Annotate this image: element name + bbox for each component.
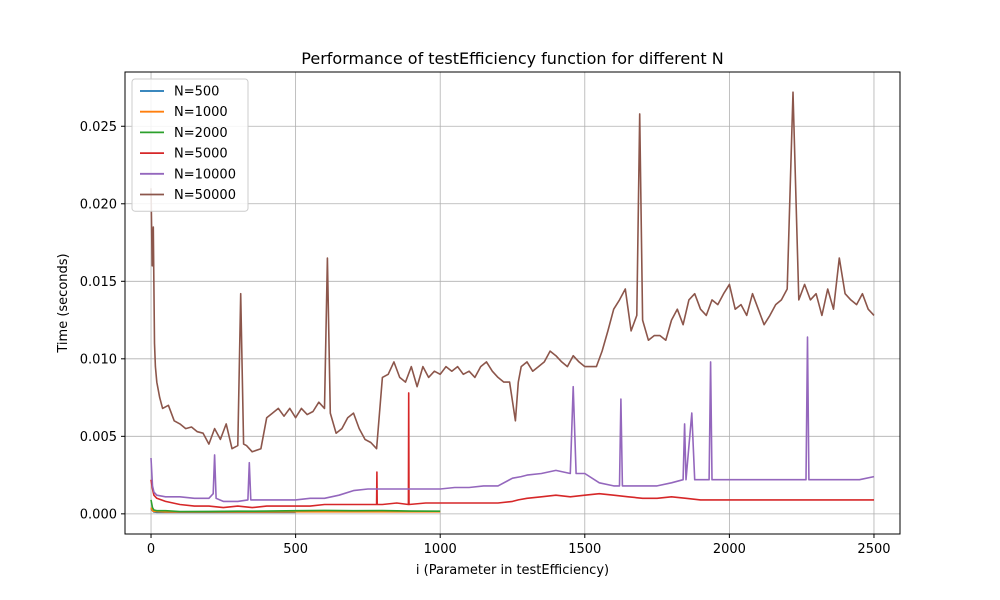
y-tick-label: 0.000 — [80, 507, 117, 522]
x-tick-label: 1000 — [424, 542, 457, 557]
chart-title: Performance of testEfficiency function f… — [301, 49, 723, 68]
plot-frame — [124, 71, 901, 535]
y-axis-label: Time (seconds) — [56, 253, 71, 353]
series-line-n-50000 — [150, 91, 875, 453]
x-axis-ticks: 0 500 1000 1500 2000 2500 — [147, 534, 891, 557]
legend-label: N=2000 — [174, 126, 228, 141]
legend: N=500 N=1000 N=2000 N=5000 N=10000 N=50000 — [131, 78, 249, 212]
x-tick-label: 500 — [283, 542, 308, 557]
x-tick-label: 0 — [147, 542, 155, 557]
x-tick-label: 2000 — [713, 542, 746, 557]
y-tick-label: 0.005 — [80, 430, 117, 445]
y-axis-ticks: 0.000 0.005 0.010 0.015 0.020 0.025 — [80, 120, 125, 522]
x-tick-label: 2500 — [857, 542, 890, 557]
legend-label: N=500 — [174, 85, 219, 100]
series-line-n-2000 — [150, 499, 441, 513]
series-line-n-5000 — [150, 392, 874, 509]
legend-label: N=10000 — [174, 167, 236, 182]
plot-area — [125, 72, 900, 534]
series-line-n-10000 — [150, 336, 875, 503]
series-line-n-1000 — [150, 507, 441, 513]
x-axis-label: i (Parameter in testEfficiency) — [416, 563, 609, 578]
series-lines — [150, 91, 875, 514]
legend-label: N=50000 — [174, 188, 236, 203]
y-tick-label: 0.025 — [80, 120, 117, 135]
legend-label: N=5000 — [174, 147, 228, 162]
x-tick-label: 1500 — [568, 542, 601, 557]
y-tick-label: 0.020 — [80, 197, 117, 212]
grid-lines — [125, 72, 900, 534]
legend-label: N=1000 — [174, 105, 228, 120]
y-tick-label: 0.015 — [80, 275, 117, 290]
y-tick-label: 0.010 — [80, 352, 117, 367]
